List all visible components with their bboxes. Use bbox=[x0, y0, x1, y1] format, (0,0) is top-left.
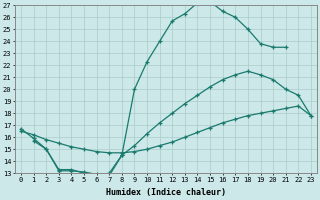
X-axis label: Humidex (Indice chaleur): Humidex (Indice chaleur) bbox=[106, 188, 226, 197]
